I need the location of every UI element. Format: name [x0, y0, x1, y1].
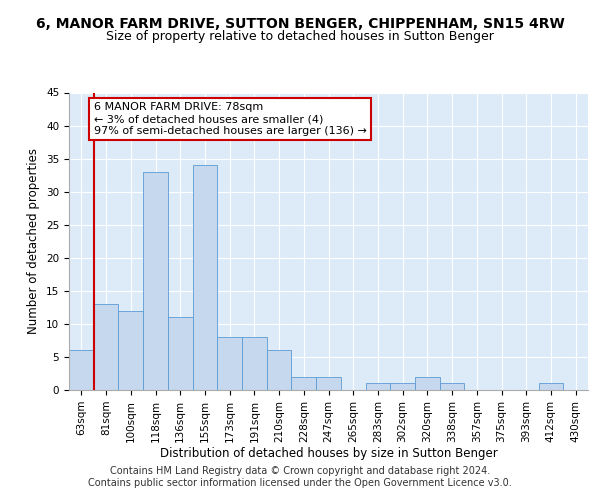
X-axis label: Distribution of detached houses by size in Sutton Benger: Distribution of detached houses by size … — [160, 448, 497, 460]
Bar — [292, 377, 316, 390]
Bar — [193, 165, 217, 390]
Bar — [415, 377, 440, 390]
Text: 6, MANOR FARM DRIVE, SUTTON BENGER, CHIPPENHAM, SN15 4RW: 6, MANOR FARM DRIVE, SUTTON BENGER, CHIP… — [35, 18, 565, 32]
Bar — [390, 384, 415, 390]
Bar — [539, 384, 563, 390]
Y-axis label: Number of detached properties: Number of detached properties — [28, 148, 40, 334]
Bar — [69, 350, 94, 390]
Text: Size of property relative to detached houses in Sutton Benger: Size of property relative to detached ho… — [106, 30, 494, 43]
Bar — [242, 337, 267, 390]
Bar — [143, 172, 168, 390]
Bar — [118, 310, 143, 390]
Bar — [365, 384, 390, 390]
Text: Contains HM Land Registry data © Crown copyright and database right 2024.
Contai: Contains HM Land Registry data © Crown c… — [88, 466, 512, 487]
Text: 6 MANOR FARM DRIVE: 78sqm
← 3% of detached houses are smaller (4)
97% of semi-de: 6 MANOR FARM DRIVE: 78sqm ← 3% of detach… — [94, 102, 367, 136]
Bar — [267, 350, 292, 390]
Bar — [168, 318, 193, 390]
Bar — [94, 304, 118, 390]
Bar — [316, 377, 341, 390]
Bar — [440, 384, 464, 390]
Bar — [217, 337, 242, 390]
